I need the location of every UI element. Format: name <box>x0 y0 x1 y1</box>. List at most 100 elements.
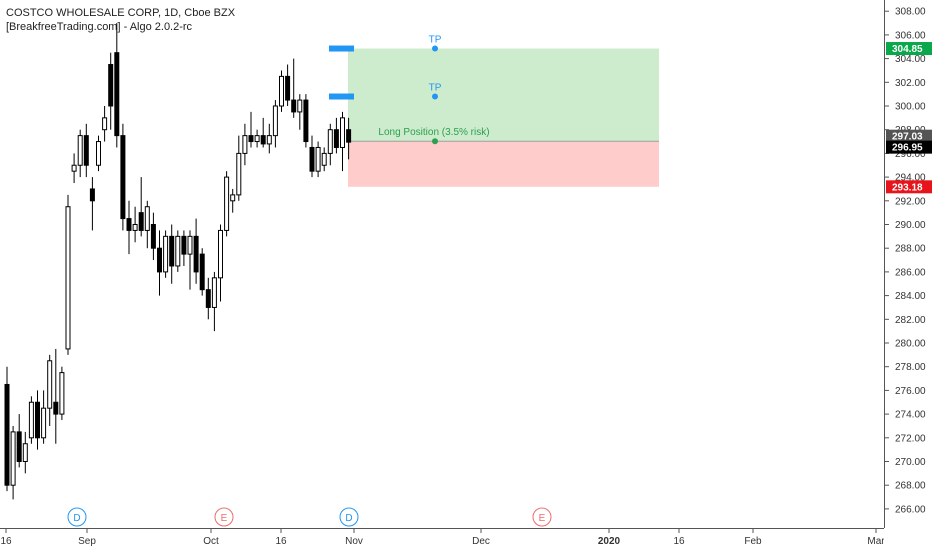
candle-body <box>315 146 321 172</box>
candle-body <box>102 117 108 131</box>
candle-body <box>236 152 242 196</box>
price-tick-label: 290.00 <box>895 220 926 231</box>
time-tick-label: Dec <box>472 536 490 547</box>
candlestick-plot[interactable]: TP TP Long Position (3.5% risk) D E D E <box>0 0 884 528</box>
price-tag: 293.18 <box>886 180 932 194</box>
event-badge-earnings: E <box>532 507 552 527</box>
event-badge-letter: D <box>345 513 352 524</box>
candle <box>346 117 352 160</box>
price-tick-label: 266.00 <box>895 504 926 515</box>
price-tick-label: 278.00 <box>895 362 926 373</box>
candle <box>22 431 28 474</box>
candle-body <box>175 235 181 267</box>
candle-body <box>297 99 303 113</box>
event-badge-letter: E <box>221 513 228 524</box>
candle-body <box>163 235 169 273</box>
indicator-title[interactable]: [BreakfreeTrading.com] - Algo 2.0.2-rc <box>6 21 193 33</box>
event-badge-letter: D <box>73 513 80 524</box>
price-tick-label: 296.00 <box>895 149 926 160</box>
candle-body <box>303 99 309 143</box>
candle-body <box>187 235 193 255</box>
event-badge-letter: E <box>539 513 546 524</box>
candle <box>163 230 169 278</box>
candle <box>35 390 40 450</box>
candle <box>260 117 266 148</box>
candle-body <box>35 401 40 439</box>
event-badge-circle <box>532 507 552 527</box>
candle-body <box>285 75 291 101</box>
candle <box>218 224 223 302</box>
price-tick-label: 272.00 <box>895 433 926 444</box>
candle-body <box>132 224 138 231</box>
candle <box>181 230 187 266</box>
candle-body <box>181 235 187 255</box>
price-tag-bg <box>886 42 932 56</box>
candle <box>41 390 47 444</box>
price-tick-label: 276.00 <box>895 386 926 397</box>
price-tick-label: 300.00 <box>895 102 926 113</box>
time-tick-label: 16 <box>673 536 685 547</box>
candle <box>321 147 327 172</box>
candle <box>285 64 291 106</box>
candle <box>65 194 71 355</box>
candle <box>114 23 120 148</box>
candle-body <box>59 372 65 415</box>
tp-bar <box>329 45 354 52</box>
price-tag-value: 297.03 <box>892 132 923 143</box>
candle-body <box>114 52 120 137</box>
candle <box>327 123 333 166</box>
price-axis-scale: 266.00 268.00 270.00 272.00 274.00 276.00 278.… <box>885 7 932 515</box>
price-tag-bg <box>886 140 932 154</box>
candle <box>126 200 132 255</box>
candle-body <box>120 135 126 220</box>
profit-zone <box>348 48 659 142</box>
price-tag-value: 293.18 <box>892 182 923 193</box>
candle <box>102 106 108 142</box>
candle <box>187 230 193 290</box>
price-tick-label: 304.00 <box>895 54 926 65</box>
candle-body <box>193 235 199 273</box>
candle <box>157 230 162 296</box>
symbol-title[interactable]: COSTCO WHOLESALE CORP, 1D, Cboe BZX <box>6 7 236 19</box>
candle <box>266 123 272 154</box>
candle-body <box>205 289 211 308</box>
candle-body <box>309 146 315 172</box>
candle <box>309 135 315 178</box>
candle-body <box>83 135 89 166</box>
candle <box>59 366 65 421</box>
price-tick-label: 294.00 <box>895 173 926 184</box>
candle-body <box>266 135 272 145</box>
candle-body <box>340 117 345 148</box>
price-axis[interactable]: 266.00 268.00 270.00 272.00 274.00 276.00 278.… <box>884 0 932 528</box>
candle <box>315 141 321 178</box>
price-tag-bg <box>886 129 932 143</box>
candle-body <box>279 75 284 107</box>
candle-body <box>321 152 327 166</box>
candle <box>205 277 211 320</box>
candle <box>254 129 260 148</box>
candle <box>150 212 156 261</box>
price-tick-label: 282.00 <box>895 315 926 326</box>
price-tick-label: 280.00 <box>895 339 926 350</box>
position-label: Long Position (3.5% risk) <box>378 127 489 138</box>
candle <box>47 354 53 426</box>
candle-body <box>41 407 47 439</box>
candle <box>77 129 83 178</box>
event-badge-dividend: D <box>339 507 359 527</box>
candle-body <box>22 443 28 463</box>
candle <box>224 171 230 237</box>
time-axis[interactable]: 16 Sep Oct 16 Nov Dec 2020 16 Feb Mar <box>0 528 885 551</box>
candle-body <box>126 218 132 231</box>
candle <box>303 94 309 148</box>
event-badge-circle <box>67 507 87 527</box>
tp-label: TP <box>429 83 442 94</box>
price-tick-label: 268.00 <box>895 481 926 492</box>
time-tick-label: Sep <box>78 536 96 547</box>
candle-body <box>169 235 175 267</box>
price-tick-label: 308.00 <box>895 7 926 18</box>
candle-body <box>28 401 34 439</box>
candle <box>175 230 181 272</box>
chart-area[interactable]: COSTCO WHOLESALE CORP, 1D, Cboe BZX [Bre… <box>0 0 884 528</box>
candle-body <box>89 188 95 202</box>
candle <box>89 177 95 231</box>
